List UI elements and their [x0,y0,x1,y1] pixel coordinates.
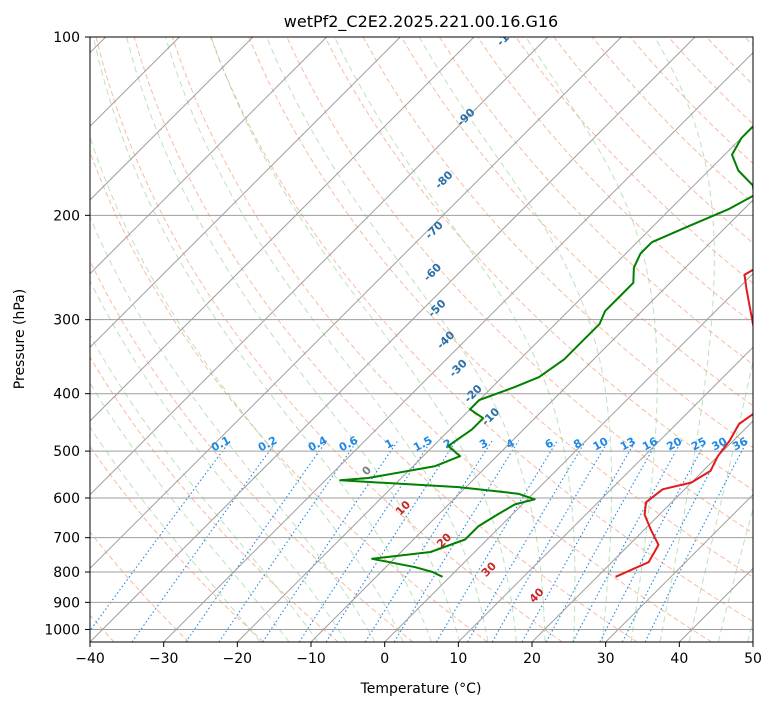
mixing-ratio-line [467,440,587,642]
dry-adiabat-line [438,37,753,366]
moist-adiabat-line [525,37,658,642]
moist-adiabats [90,37,753,642]
mixing-ratio-line [572,440,683,642]
x-tick-label: 0 [380,651,389,667]
moist-adiabat-line [90,135,404,642]
dry-adiabat-line [171,37,712,642]
y-tick-label: 100 [53,30,80,46]
y-tick-label: 700 [53,531,80,547]
dewpoint-profile [339,124,753,578]
mixing-ratio-label: 10 [591,435,611,454]
mixing-ratio-line [298,440,432,642]
y-axis-ticks: 100 200 300 400 500 600 700 800 900 1000 [44,30,90,638]
mixing-ratio-line [435,440,558,642]
moist-adiabat-line [334,37,576,642]
isotherm-line [90,37,254,201]
moist-adiabat-line [126,37,461,642]
mixing-ratio-label: 13 [618,435,638,454]
dry-adiabat-line [95,37,563,642]
mixing-ratio-label: 20 [664,435,684,454]
moist-adiabat-line [717,506,753,642]
y-tick-label: 1000 [44,622,80,638]
moist-adiabat-line [90,334,319,642]
isotherm-line [531,420,753,642]
isotherm-line [90,37,622,570]
dry-adiabat-line [90,445,264,642]
dry-adiabats [90,37,753,642]
isotherms [90,37,753,642]
isotherm-line [90,37,549,496]
y-tick-label: 600 [53,491,80,507]
x-tick-label: −20 [223,651,253,667]
isotherm-line [90,37,328,275]
mixing-ratio-line [364,440,493,642]
dry-adiabat-line [248,37,753,578]
mixing-ratio-label: 36 [730,435,750,454]
dry-adiabat-label: -100 [494,20,523,49]
x-tick-label: −10 [296,651,326,667]
mixing-ratio-line [521,440,637,642]
y-axis-label: Pressure (hPa) [12,289,28,389]
temperature-profile [615,268,753,578]
mixing-ratio-line [262,440,399,642]
moist-adiabat-line [688,358,753,642]
x-axis-ticks: −40 −30 −20 −10 0 10 20 30 40 50 [75,642,762,667]
moist-adiabat-line [164,37,489,642]
dry-adiabat-line [210,37,753,623]
isotherm-line [163,51,753,642]
dry-adiabat-line [90,150,488,642]
x-tick-label: 10 [449,651,467,667]
plot-frame [89,36,754,643]
y-tick-label: 300 [53,313,80,329]
isotherm-line [457,346,753,642]
moist-adiabat-line [90,382,290,642]
moist-adiabat-line [92,37,432,642]
y-tick-label: 200 [53,208,80,224]
isotherm-line [384,272,753,642]
y-tick-label: 900 [53,595,80,611]
mixing-ratio-label: 25 [689,435,709,454]
isotherm-line [90,37,696,642]
y-tick-label: 400 [53,387,80,403]
dry-adiabat-line [133,37,638,642]
mixing-ratio-line [491,440,609,642]
y-tick-label: 800 [53,565,80,581]
moist-adiabat-line [654,37,715,642]
moist-adiabat-line [90,215,376,642]
mixing-ratio-label: 16 [640,435,660,454]
x-tick-label: −40 [75,651,105,667]
x-tick-label: −30 [149,651,179,667]
plot-area: 0.10.20.40.611.52346810131620253036-100-… [90,20,753,642]
y-tick-label: 500 [53,444,80,460]
mixing-ratio-line [644,440,748,642]
x-tick-label: 30 [597,651,615,667]
isobars [90,37,753,630]
x-tick-label: 20 [523,651,541,667]
dry-adiabat-line [515,37,753,284]
dry-adiabat-line [90,356,339,642]
mixing-ratio-line [131,440,278,642]
moist-adiabat-line [266,37,546,642]
moist-adiabat-line [418,37,613,642]
isotherm-line [90,37,475,422]
dry-adiabat-line [400,37,753,407]
x-tick-label: 40 [670,651,688,667]
mixing-ratio-line [545,440,659,642]
dry-adiabat-line [324,37,753,491]
mixing-ratio-line [185,440,328,642]
profiles [339,124,753,578]
isotherm-line [90,37,401,349]
moist-adiabat-line [90,426,261,642]
chart-title: wetPf2_C2E2.2025.221.00.16.G16 [284,12,558,32]
mixing-ratio-line [90,440,231,632]
dry-adiabat-line [90,531,190,642]
x-tick-label: 50 [744,651,762,667]
x-axis-label: Temperature (°C) [360,681,482,697]
moist-adiabat-line [210,37,517,642]
isotherm-line [605,493,753,642]
isotherm-line [310,199,753,642]
